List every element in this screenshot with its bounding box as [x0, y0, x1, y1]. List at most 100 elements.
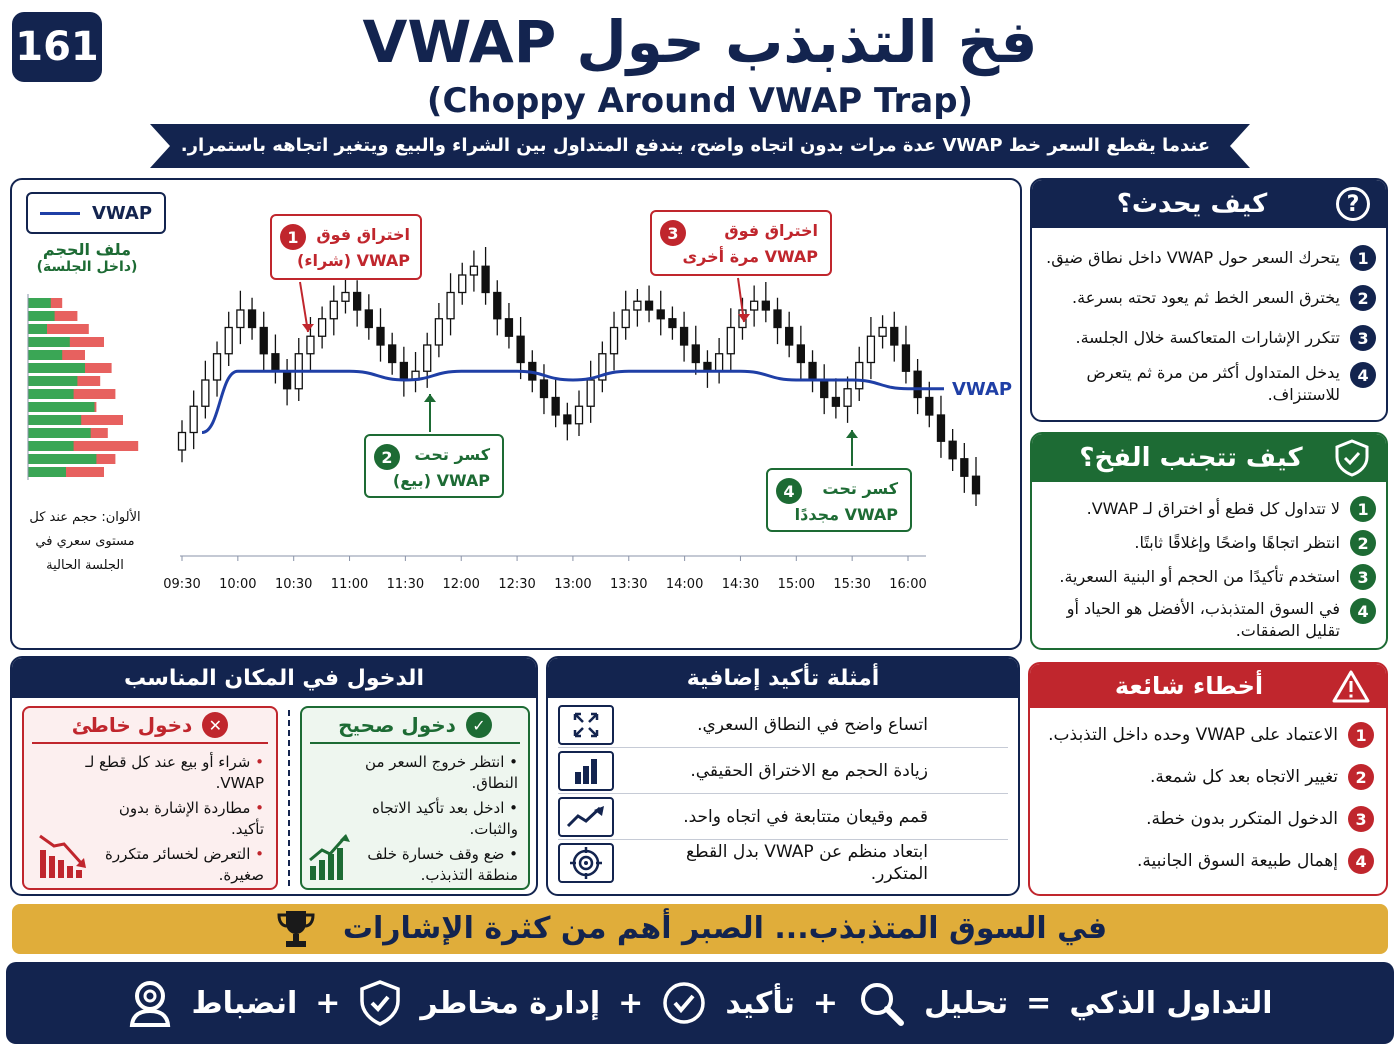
- how-item: 3 تتكرر الإشارات المتعاكسة خلال الجلسة.: [1042, 318, 1376, 358]
- avoid-item: 1 لا تتداول كل قطع أو اختراق لـ VWAP.: [1042, 492, 1376, 526]
- formula-equals: =: [1026, 985, 1052, 1021]
- mistake-num-4: 4: [1348, 848, 1374, 874]
- growth-chart-icon: [309, 834, 350, 880]
- wrong-entry-item: • التعرض لخسائر متكررة صغيرة.: [105, 845, 264, 884]
- x-tick-label: 12:00: [442, 577, 479, 592]
- right-entry-item: • ادخل بعد تأكيد الاتجاه والثبات.: [372, 799, 518, 838]
- wrong-entry-title: دخول خاطئ: [71, 713, 193, 737]
- cross-circle-icon: ✕: [202, 712, 229, 738]
- mistake-item: 4 إهمال طبيعة السوق الجانبية.: [1040, 840, 1374, 882]
- candle-body: [224, 326, 233, 355]
- avoid-title: كيف تتجنب الفخ؟: [1079, 443, 1303, 473]
- entry-divider: [288, 710, 290, 886]
- examples-panel: أمثلة تأكيد إضافية اتساع واضح في النطاق …: [546, 656, 1020, 896]
- candle-body: [481, 265, 490, 294]
- formula-plus: +: [315, 985, 341, 1021]
- avoid-panel: كيف تتجنب الفخ؟ 1 لا تتداول كل قطع أو اخت…: [1030, 432, 1388, 650]
- avoid-header: كيف تتجنب الفخ؟: [1032, 434, 1386, 482]
- mistake-num-1: 1: [1348, 722, 1374, 748]
- candle-body: [423, 344, 432, 372]
- avoid-item-text: لا تتداول كل قطع أو اختراق لـ VWAP.: [1086, 499, 1340, 518]
- candle-body: [446, 291, 455, 320]
- candle-body: [971, 475, 981, 495]
- avoid-item-text: في السوق المتذبذب، الأفضل هو الحياد أو ت…: [1066, 599, 1340, 640]
- example-row: اتساع واضح في النطاق السعري.: [558, 702, 1008, 748]
- how-item-text: يتحرك السعر حول VWAP داخل نطاق ضيق.: [1046, 248, 1340, 267]
- volume-bar-green: [28, 311, 55, 321]
- how-item-text: يخترق السعر الخط ثم يعود تحته بسرعة.: [1072, 288, 1340, 307]
- candle-body: [259, 326, 268, 355]
- example-text: اتساع واضح في النطاق السعري.: [697, 714, 928, 735]
- candle-body: [493, 291, 502, 320]
- avoid-item: 2 انتظر اتجاهًا واضحًا وإغلاقًا ثابتًا.: [1042, 526, 1376, 560]
- candle-body: [656, 309, 665, 320]
- candle-body: [399, 361, 409, 381]
- callout-4-line1: كسر تحت: [822, 479, 898, 498]
- candle-body: [679, 326, 689, 346]
- candle-body: [831, 396, 841, 407]
- callout-2-arrow-head: [424, 394, 436, 402]
- example-row: ابتعاد منظم عن VWAP بدل القطع المتكرر.: [558, 840, 1008, 886]
- candle-body: [306, 335, 315, 355]
- chart-panel: VWAP ملف الحجم (داخل الجلسة) الألوان: حج…: [10, 178, 1022, 650]
- callout-4-number: 4: [776, 478, 802, 504]
- formula-term-risk: إدارة مخاطر: [420, 985, 601, 1021]
- candle-body: [212, 353, 222, 381]
- mistake-item: 3 الدخول المتكرر بدون خطة.: [1040, 798, 1374, 840]
- x-tick-label: 12:30: [498, 577, 535, 592]
- callout-4-line2: VWAP مجددًا: [794, 505, 898, 524]
- candle-body: [960, 458, 969, 477]
- expand-icon: [558, 704, 614, 745]
- gold-banner: في السوق المتذبذب... الصبر أهم من كثرة ا…: [12, 904, 1388, 954]
- magnifier-icon: [861, 983, 905, 1026]
- right-entry-title: دخول صحيح: [338, 713, 456, 737]
- right-entry-item: • ضع وقف خسارة خلف منطقة التذبذب.: [367, 845, 518, 884]
- intro-banner: عندما يقطع السعر خط VWAP عدة مرات بدون ا…: [150, 122, 1250, 170]
- candle-body: [749, 300, 759, 311]
- shield-check-icon: [360, 980, 401, 1026]
- callout-3-line1: اختراق فوق: [724, 221, 818, 240]
- x-tick-label: 10:00: [219, 577, 256, 592]
- candle-body: [504, 318, 514, 337]
- how-num-2: 2: [1350, 285, 1376, 311]
- loss-chart-icon: [39, 834, 86, 878]
- x-tick-label: 11:30: [387, 577, 424, 592]
- avoid-item-text: انتظر اتجاهًا واضحًا وإغلاقًا ثابتًا.: [1134, 533, 1340, 552]
- vwap-legend-label: VWAP: [91, 202, 153, 224]
- avoid-item: 3 استخدم تأكيدًا من الحجم أو البنية السعر…: [1042, 560, 1376, 594]
- avoid-num-2: 2: [1350, 530, 1376, 556]
- volume-bar-green: [28, 376, 78, 386]
- candle-body: [948, 440, 957, 460]
- gold-banner-text: في السوق المتذبذب... الصبر أهم من كثرة ا…: [342, 911, 1108, 946]
- shield-check-icon: [1335, 439, 1369, 477]
- volume-bar-green: [28, 337, 70, 347]
- chart-legend: VWAP: [26, 192, 166, 234]
- example-row: قمم وقيعان متتابعة في اتجاه واحد.: [558, 794, 1008, 840]
- how-num-4: 4: [1350, 362, 1376, 388]
- x-tick-label: 10:30: [275, 577, 312, 592]
- how-panel: ? كيف يحدث؟ 1 يتحرك السعر حول VWAP داخل ن…: [1030, 178, 1388, 422]
- candle-body: [177, 431, 187, 451]
- mistake-item: 1 الاعتماد على VWAP وحده داخل التذبذب.: [1040, 714, 1374, 756]
- volume-profile-title: ملف الحجم (داخل الجلسة): [22, 240, 152, 275]
- volume-bar-green: [28, 428, 91, 438]
- candle-body: [878, 326, 887, 337]
- volume-subtitle: (داخل الجلسة): [36, 259, 138, 275]
- trophy-icon: [277, 911, 315, 947]
- candle-body: [469, 265, 479, 276]
- check-circle-icon: ✓: [465, 712, 492, 738]
- candle-body: [773, 309, 782, 329]
- candle-body: [785, 326, 794, 346]
- candle-body: [913, 370, 922, 399]
- candle-body: [808, 361, 817, 381]
- vwap-line: [201, 369, 944, 434]
- x-tick-label: 15:30: [833, 577, 870, 592]
- candle-body: [586, 379, 595, 407]
- warning-icon: [1332, 670, 1370, 703]
- candle-body: [843, 388, 852, 407]
- how-num-1: 1: [1350, 245, 1376, 271]
- example-row: زيادة الحجم مع الاختراق الحقيقي.: [558, 748, 1008, 794]
- callout-3: 3 اختراق فوق VWAP مرة أخرى: [650, 210, 832, 276]
- candle-body: [925, 396, 934, 416]
- user-focus-icon: [130, 981, 171, 1027]
